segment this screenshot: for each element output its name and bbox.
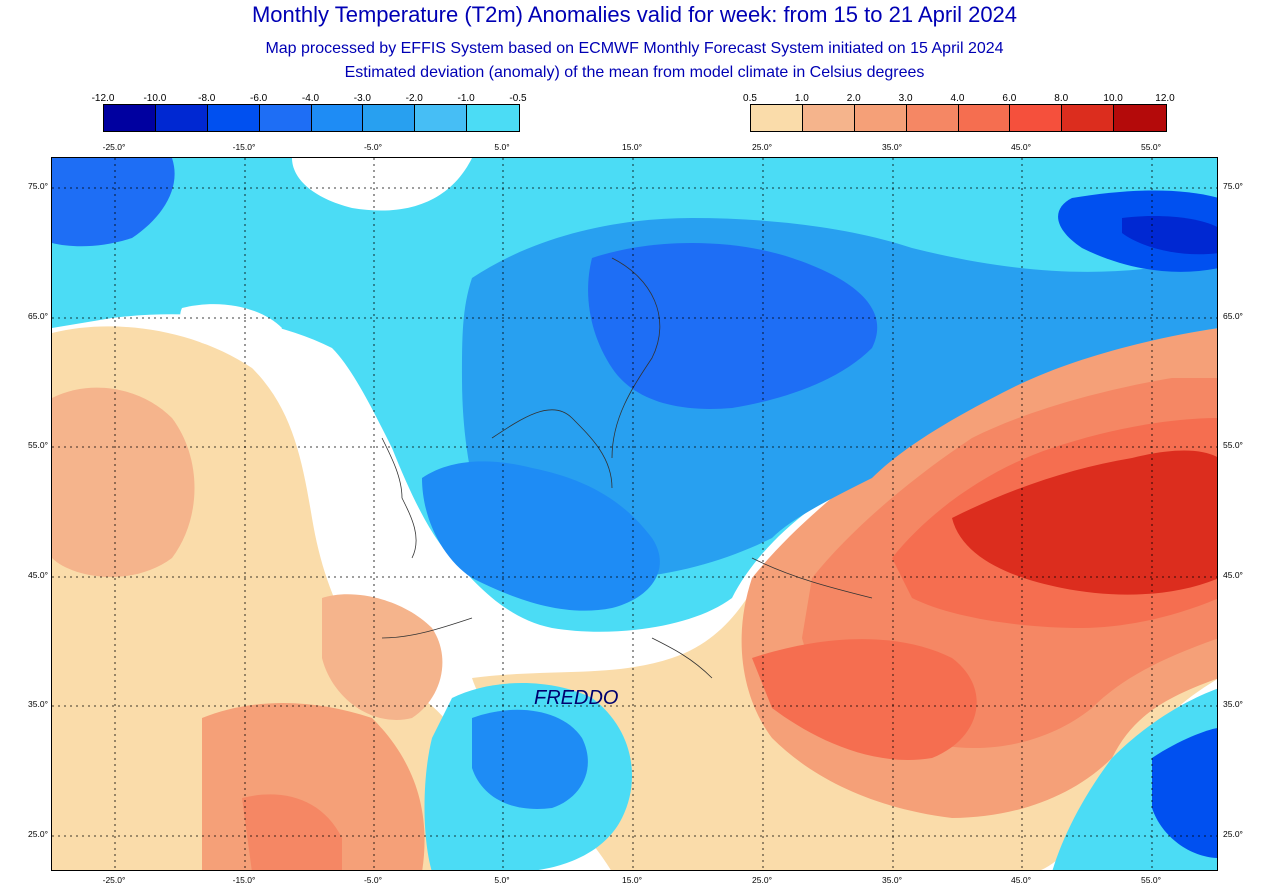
colorbar-label: 3.0 — [898, 93, 913, 104]
latitude-label: 75.0° — [1223, 181, 1243, 191]
colorbar-label: -3.0 — [353, 93, 371, 104]
latitude-label: 25.0° — [28, 829, 48, 839]
latitude-label: 45.0° — [28, 570, 48, 580]
anomaly-map: FREDDO — [51, 157, 1218, 871]
colorbar-swatch — [906, 105, 959, 131]
latitude-label: 45.0° — [1223, 570, 1243, 580]
longitude-label: 15.0° — [622, 142, 642, 152]
colorbar-swatch — [259, 105, 312, 131]
anomaly-field — [52, 158, 1217, 870]
warm-iberia — [322, 594, 443, 720]
map-subtitle-processing: Map processed by EFFIS System based on E… — [265, 40, 1004, 57]
colorbar-label: 6.0 — [1002, 93, 1017, 104]
longitude-label: 5.0° — [494, 142, 510, 152]
latitude-label: 55.0° — [28, 440, 48, 450]
colorbar-label: -2.0 — [405, 93, 423, 104]
map-subtitle-units: Estimated deviation (anomaly) of the mea… — [344, 64, 925, 81]
colorbar-swatch — [854, 105, 907, 131]
latitude-label: 35.0° — [1223, 699, 1243, 709]
neutral-greenland-sea — [292, 158, 472, 211]
cold-greenland — [52, 158, 175, 247]
longitude-label: -15.0° — [232, 142, 256, 152]
colorbar-label: 0.5 — [743, 93, 757, 104]
graticule — [52, 158, 1217, 870]
colorbar-label: -6.0 — [250, 93, 268, 104]
colorbar-swatch — [415, 105, 468, 131]
latitude-label: 65.0° — [28, 311, 48, 321]
warm-anomaly-colorbar — [750, 104, 1167, 132]
longitude-label: 45.0° — [1011, 875, 1031, 885]
map-title: Monthly Temperature (T2m) Anomalies vali… — [251, 2, 1018, 27]
cold-central-europe — [422, 461, 660, 611]
warm-atlantic-patch — [52, 387, 195, 577]
cold-arabia-core — [1152, 728, 1217, 858]
colorbar-label: 10.0 — [1103, 93, 1123, 104]
cold-arctic-east-max — [1122, 216, 1217, 255]
colorbar-swatch — [155, 105, 208, 131]
cold-fennoscandia-core — [588, 243, 878, 409]
colorbar-swatch — [1114, 105, 1166, 131]
longitude-label: 25.0° — [752, 142, 772, 152]
longitude-label: 45.0° — [1011, 142, 1031, 152]
longitude-label: -5.0° — [363, 142, 383, 152]
colorbar-label: 1.0 — [794, 93, 809, 104]
cold-sahara-core — [472, 709, 588, 809]
colorbar-swatch — [311, 105, 364, 131]
colorbar-label: 8.0 — [1054, 93, 1069, 104]
latitude-label: 65.0° — [1223, 311, 1243, 321]
warm-nw-africa-inner — [242, 794, 342, 870]
longitude-label: 35.0° — [882, 875, 902, 885]
colorbar-label: -1.0 — [457, 93, 475, 104]
longitude-label: -5.0° — [363, 875, 383, 885]
longitude-label: -25.0° — [102, 875, 126, 885]
colorbar-swatch — [958, 105, 1011, 131]
longitude-label: 5.0° — [494, 875, 510, 885]
colorbar-swatch — [1062, 105, 1115, 131]
longitude-label: 25.0° — [752, 875, 772, 885]
colorbar-swatch — [751, 105, 803, 131]
colorbar-label: 4.0 — [950, 93, 965, 104]
coastlines — [381, 257, 873, 679]
colorbar-label: -8.0 — [198, 93, 216, 104]
colorbar-swatch — [104, 105, 156, 131]
colorbar-swatch — [363, 105, 416, 131]
warm-anatolia — [752, 639, 977, 760]
latitude-label: 55.0° — [1223, 440, 1243, 450]
latitude-label: 75.0° — [28, 181, 48, 191]
longitude-label: 15.0° — [622, 875, 642, 885]
longitude-label: -15.0° — [232, 875, 256, 885]
colorbar-label: -4.0 — [301, 93, 320, 104]
longitude-label: 55.0° — [1141, 142, 1161, 152]
colorbar-label: -0.5 — [509, 93, 527, 104]
neutral-iceland-area — [180, 304, 282, 348]
longitude-label: 55.0° — [1141, 875, 1161, 885]
colorbar-swatch — [207, 105, 260, 131]
freddo-annotation: FREDDO — [534, 687, 619, 709]
colorbar-label: -12.0 — [91, 93, 115, 104]
colorbar-label: -10.0 — [143, 93, 167, 104]
warm-russia-max — [952, 450, 1217, 595]
cold-anomaly-colorbar — [103, 104, 520, 132]
colorbar-swatch — [467, 105, 519, 131]
latitude-label: 35.0° — [28, 699, 48, 709]
longitude-label: 35.0° — [882, 142, 902, 152]
latitude-label: 25.0° — [1223, 829, 1243, 839]
colorbar-swatch — [802, 105, 855, 131]
longitude-label: -25.0° — [102, 142, 126, 152]
colorbar-label: 12.0 — [1155, 93, 1175, 104]
colorbar-swatch — [1010, 105, 1063, 131]
colorbar-label: 2.0 — [846, 93, 861, 104]
